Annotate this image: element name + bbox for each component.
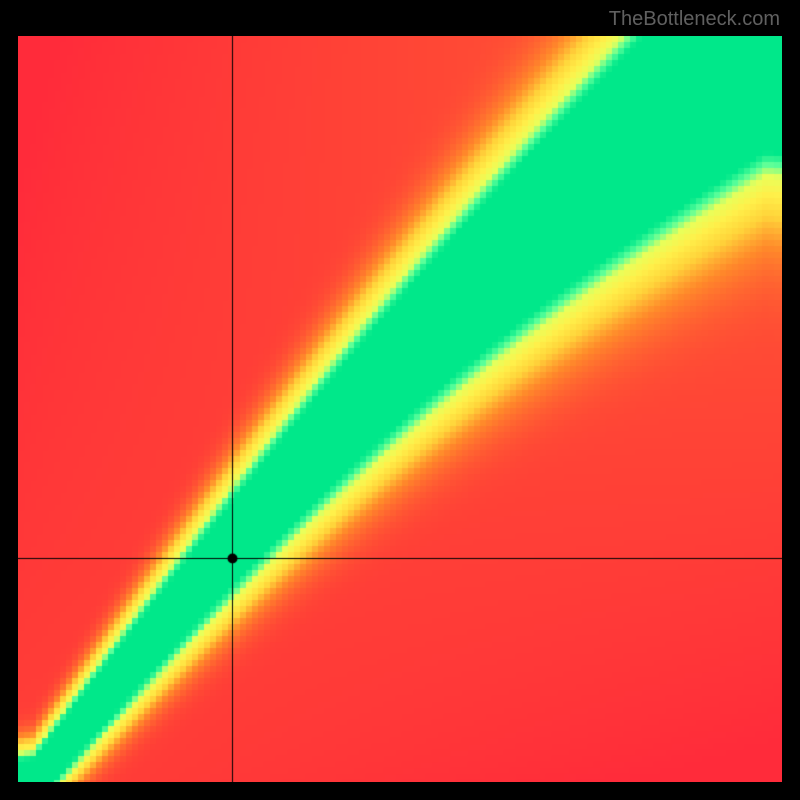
watermark-text: TheBottleneck.com — [609, 8, 780, 31]
bottleneck-heatmap — [18, 36, 782, 782]
heatmap-canvas — [18, 36, 782, 782]
